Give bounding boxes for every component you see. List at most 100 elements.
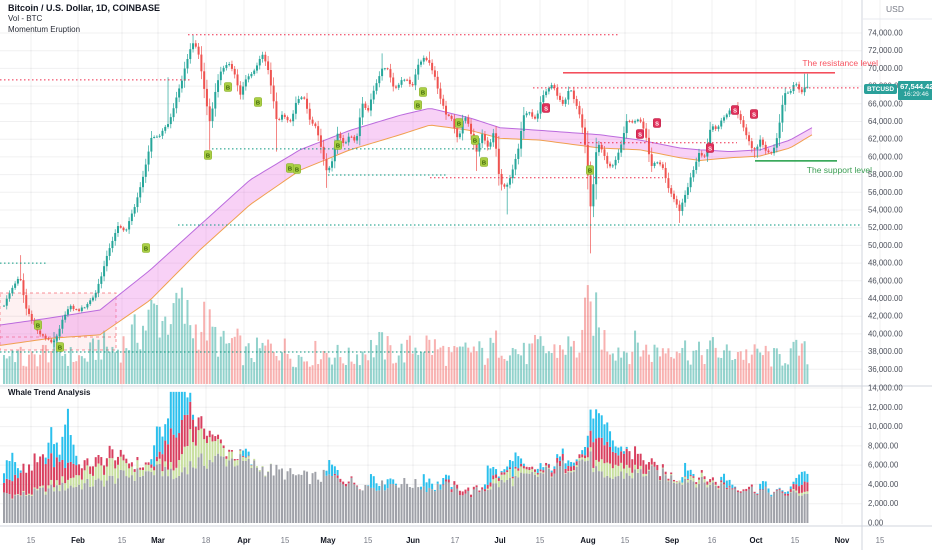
svg-text:Feb: Feb [71, 536, 85, 545]
svg-text:S: S [638, 132, 642, 138]
sell-signal-marker: S [731, 105, 739, 115]
svg-text:15: 15 [876, 536, 885, 545]
svg-text:60,000.00: 60,000.00 [868, 152, 903, 161]
buy-signal-marker: B [254, 97, 262, 107]
price-range-box-drawing[interactable] [0, 292, 117, 351]
svg-text:Mar: Mar [151, 536, 165, 545]
support-label[interactable]: The support level [807, 165, 872, 175]
buy-signal-marker: B [414, 100, 422, 110]
svg-text:6,000.00: 6,000.00 [868, 461, 899, 470]
svg-text:B: B [144, 246, 148, 252]
indicator-volume-label[interactable]: Vol - BTC [8, 14, 43, 23]
svg-text:58,000.00: 58,000.00 [868, 170, 903, 179]
svg-text:S: S [752, 112, 756, 118]
time-axis[interactable]: 15 Feb 15 Mar 18 Apr 15 May 15 Jun 17 Jul 15 Aug 15 Sep… [27, 536, 885, 545]
svg-text:B: B [206, 153, 210, 159]
sell-signal-marker: S [653, 118, 661, 128]
svg-text:46,000.00: 46,000.00 [868, 276, 903, 285]
sell-signal-marker: S [706, 143, 714, 153]
svg-text:May: May [320, 536, 336, 545]
svg-text:Nov: Nov [835, 536, 850, 545]
buy-signal-marker: B [224, 82, 232, 92]
svg-text:B: B [588, 168, 592, 174]
svg-text:B: B [36, 323, 40, 329]
svg-text:B: B [473, 138, 477, 144]
svg-text:Aug: Aug [580, 536, 595, 545]
svg-text:B: B [226, 85, 230, 91]
bar-countdown: 16:29:46 [903, 91, 929, 99]
svg-text:38,000.00: 38,000.00 [868, 347, 903, 356]
svg-text:42,000.00: 42,000.00 [868, 312, 903, 321]
svg-text:66,000.00: 66,000.00 [868, 99, 903, 108]
svg-text:14,000.00: 14,000.00 [868, 384, 903, 393]
svg-text:B: B [457, 121, 461, 127]
buy-signal-marker: B [142, 243, 150, 253]
svg-text:64,000.00: 64,000.00 [868, 117, 903, 126]
svg-text:B: B [482, 160, 486, 166]
svg-text:48,000.00: 48,000.00 [868, 259, 903, 268]
svg-text:B: B [421, 90, 425, 96]
buy-signal-marker: B [419, 87, 427, 97]
svg-text:B: B [58, 345, 62, 351]
svg-text:B: B [256, 100, 260, 106]
svg-text:B: B [416, 103, 420, 109]
buy-signal-marker: B [56, 342, 64, 352]
whale-trend-bars [3, 391, 809, 523]
svg-text:B: B [288, 166, 292, 172]
svg-text:36,000.00: 36,000.00 [868, 365, 903, 374]
svg-text:10,000.00: 10,000.00 [868, 422, 903, 431]
svg-text:70,000.00: 70,000.00 [868, 64, 903, 73]
ma-ribbon [0, 108, 813, 346]
svg-text:0.00: 0.00 [868, 519, 884, 528]
buy-signal-marker: B [471, 135, 479, 145]
svg-text:15: 15 [281, 536, 290, 545]
buy-signal-marker: B [286, 163, 294, 173]
svg-text:8,000.00: 8,000.00 [868, 441, 899, 450]
svg-text:15: 15 [621, 536, 630, 545]
svg-text:Jun: Jun [406, 536, 420, 545]
candlestick-series [3, 34, 809, 348]
svg-text:B: B [295, 167, 299, 173]
svg-text:40,000.00: 40,000.00 [868, 329, 903, 338]
svg-text:15: 15 [791, 536, 800, 545]
indicator-momentum-label[interactable]: Momentum Eruption [8, 25, 81, 34]
svg-text:16: 16 [708, 536, 717, 545]
svg-text:15: 15 [364, 536, 373, 545]
svg-text:B: B [336, 143, 340, 149]
price-tag-box: 67,544.42 16:29:46 [898, 81, 932, 101]
svg-text:4,000.00: 4,000.00 [868, 480, 899, 489]
resistance-label[interactable]: The resistance level [802, 58, 878, 68]
svg-text:15: 15 [27, 536, 36, 545]
svg-text:2,000.00: 2,000.00 [868, 499, 899, 508]
svg-text:Apr: Apr [237, 536, 250, 545]
last-price-tag: BTCUSD 67,544.42 16:29:46 [864, 81, 932, 101]
svg-text:56,000.00: 56,000.00 [868, 188, 903, 197]
price-axis-currency-label: USD [886, 4, 904, 14]
sell-signal-marker: S [750, 109, 758, 119]
svg-text:44,000.00: 44,000.00 [868, 294, 903, 303]
svg-text:72,000.00: 72,000.00 [868, 46, 903, 55]
svg-text:S: S [733, 108, 737, 114]
buy-signal-marker: B [480, 157, 488, 167]
last-price-value: 67,544.42 [900, 82, 932, 92]
svg-text:12,000.00: 12,000.00 [868, 403, 903, 412]
svg-text:Sep: Sep [665, 536, 680, 545]
symbol-title[interactable]: Bitcoin / U.S. Dollar, 1D, COINBASE [8, 3, 161, 13]
price-axis[interactable]: 74,000.0072,000.0070,000.0068,000.0066,0… [868, 29, 903, 528]
svg-text:52,000.00: 52,000.00 [868, 223, 903, 232]
svg-text:15: 15 [118, 536, 127, 545]
buy-signal-marker: B [204, 150, 212, 160]
svg-text:54,000.00: 54,000.00 [868, 206, 903, 215]
svg-text:17: 17 [451, 536, 460, 545]
chart-legend: Bitcoin / U.S. Dollar, 1D, COINBASE Vol … [8, 3, 160, 35]
sell-signal-marker: S [542, 103, 550, 113]
whale-panel-title[interactable]: Whale Trend Analysis [8, 388, 91, 397]
buy-signal-marker: B [334, 140, 342, 150]
svg-text:18: 18 [202, 536, 211, 545]
svg-text:S: S [708, 146, 712, 152]
buy-signal-marker: B [455, 118, 463, 128]
price-tag-symbol: BTCUSD [864, 84, 898, 95]
